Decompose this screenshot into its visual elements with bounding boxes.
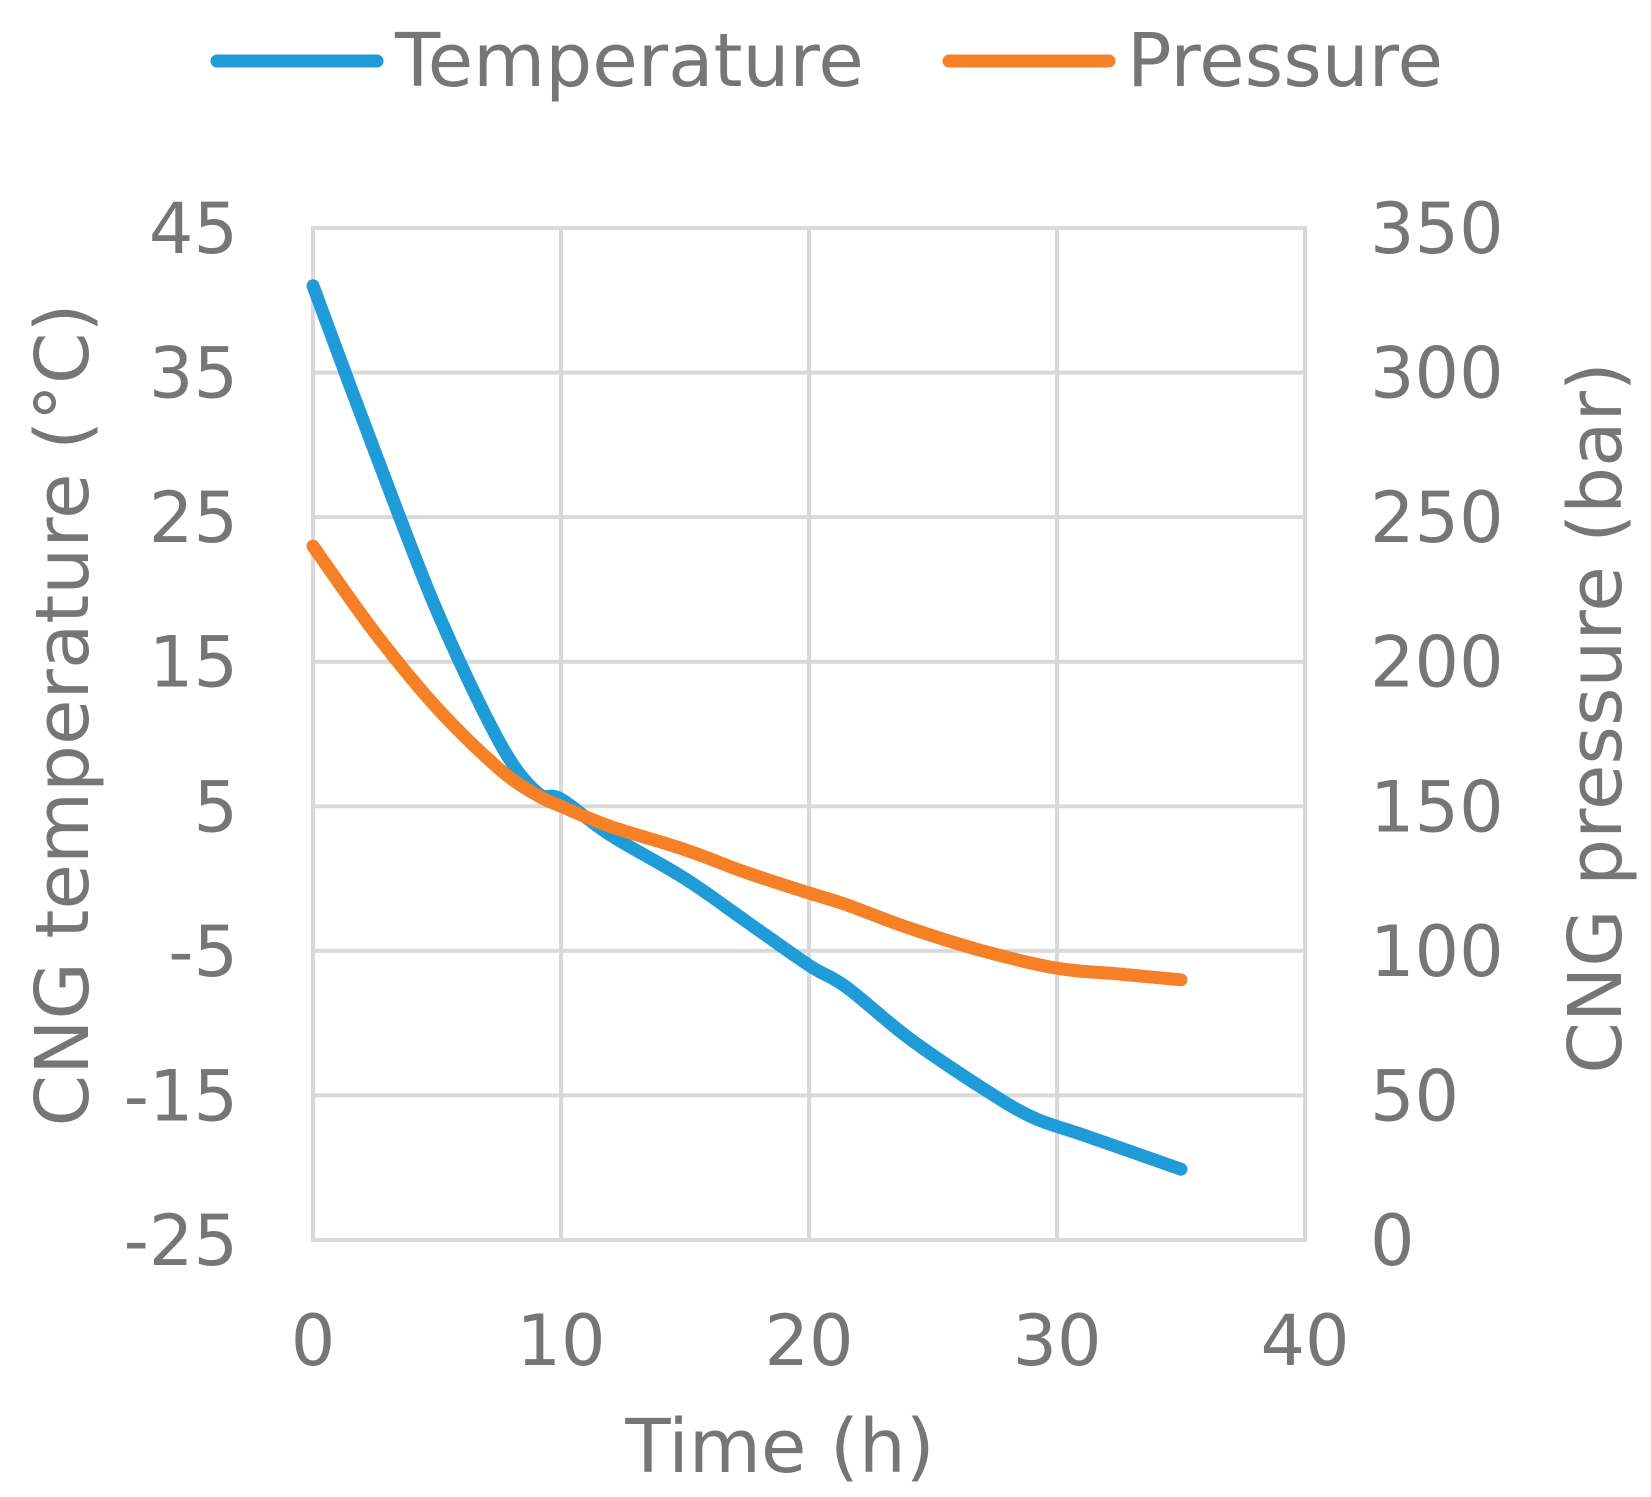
y-left-tick-label: 15: [149, 622, 238, 704]
y-right-tick-label: 250: [1370, 477, 1504, 559]
tick-labels: 0 10 20 30 40 45 35 25 15 5 -5 -15 -25 350 300 250 200 15…: [124, 188, 1504, 1382]
y-left-tick-label: -5: [168, 911, 238, 993]
y-left-tick-label: -15: [124, 1055, 238, 1137]
y-left-tick-label: 35: [149, 333, 238, 415]
x-tick-label: 20: [764, 1300, 853, 1382]
y-left-tick-label: 25: [149, 477, 238, 559]
legend-label-temperature: Temperature: [394, 18, 864, 104]
y-left-tick-label: -25: [124, 1200, 238, 1282]
series-layer: [306, 279, 1188, 1176]
y-right-tick-label: 50: [1370, 1055, 1459, 1137]
y-right-tick-label: 300: [1370, 333, 1504, 415]
y-right-tick-label: 0: [1370, 1200, 1415, 1282]
y-right-tick-label: 350: [1370, 188, 1504, 270]
legend: Temperature Pressure: [210, 18, 1443, 104]
y-right-tick-label: 150: [1370, 766, 1504, 848]
series-line-pressure: [306, 539, 1188, 987]
x-tick-label: 0: [291, 1300, 336, 1382]
gridlines: [311, 226, 1307, 1242]
x-axis-title: Time (h): [624, 1404, 934, 1490]
y-left-tick-label: 5: [193, 766, 238, 848]
x-tick-label: 10: [516, 1300, 605, 1382]
y-axis-left-title: CNG temperature (°C): [20, 304, 106, 1127]
y-left-tick-label: 45: [149, 188, 238, 270]
plot-area-border: [311, 226, 1307, 1242]
y-right-tick-label: 200: [1370, 622, 1504, 704]
x-tick-label: 40: [1260, 1300, 1349, 1382]
x-tick-label: 30: [1012, 1300, 1101, 1382]
y-right-tick-label: 100: [1370, 911, 1504, 993]
y-axis-right-title: CNG pressure (bar): [1553, 362, 1639, 1074]
series-line-temperature: [306, 279, 1188, 1176]
legend-label-pressure: Pressure: [1127, 18, 1443, 104]
